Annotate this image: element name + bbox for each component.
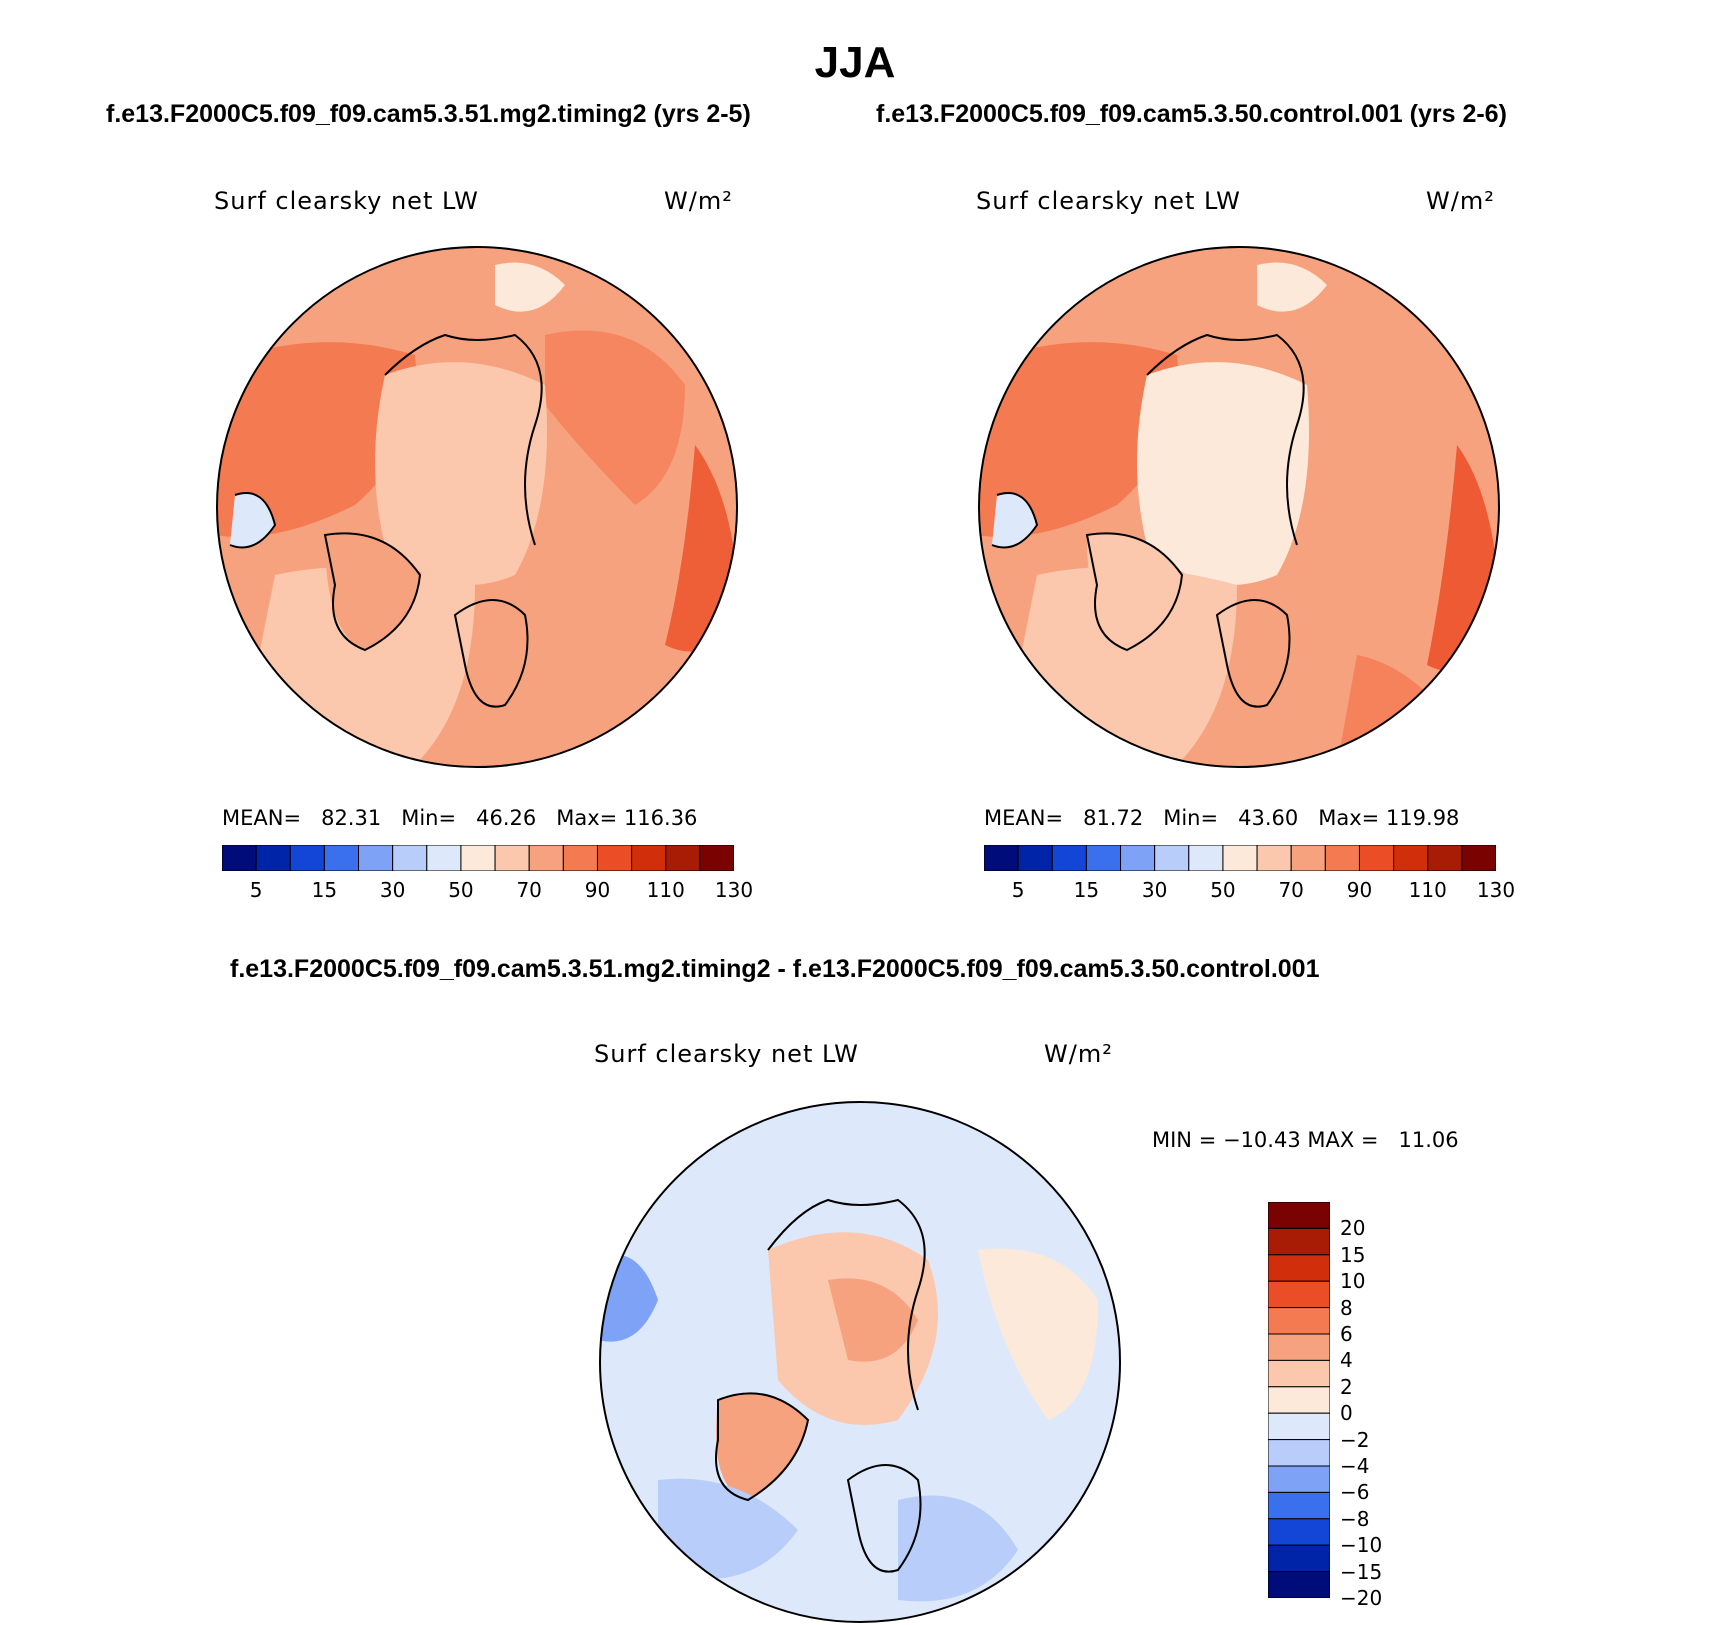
- colorbar-diff-swatch: [1268, 1254, 1330, 1282]
- colorbar-panel-2-swatch: [1358, 845, 1395, 871]
- colorbar-panel-1-tick-label: 130: [714, 878, 754, 902]
- colorbar-panel-2-swatch: [1154, 845, 1190, 871]
- case2-header: f.e13.F2000C5.f09_f09.cam5.3.50.control.…: [876, 100, 1507, 128]
- colorbar-diff-tick-label: −15: [1340, 1559, 1383, 1584]
- colorbar-panel-1-swatch: [222, 845, 257, 871]
- colorbar-diff-tick-label: −10: [1340, 1533, 1383, 1558]
- colorbar-panel-1-tick-label: 90: [584, 878, 611, 902]
- map-panel-1: [216, 246, 738, 768]
- colorbar-diff-swatch: [1268, 1518, 1330, 1546]
- colorbar-diff-swatch: [1268, 1412, 1330, 1441]
- colorbar-panel-2-ticks: 5 15 30 50 70 90 110 130: [984, 878, 1515, 908]
- panel2-variable: Surf clearsky net LW: [976, 187, 1241, 215]
- colorbar-diff-swatch: [1268, 1227, 1330, 1256]
- colorbar-panel-2-tick-label: 110: [1408, 878, 1447, 902]
- colorbar-panel-1-swatch: [392, 845, 428, 871]
- colorbar-diff-tick-label: 4: [1340, 1348, 1353, 1373]
- colorbar-panel-1-swatch: [631, 845, 667, 871]
- colorbar-diff-tick-label: 15: [1340, 1242, 1366, 1267]
- colorbar-diff-swatch: [1268, 1439, 1330, 1467]
- colorbar-panel-2-swatch: [1427, 845, 1463, 871]
- colorbar-panel-1-swatch: [596, 845, 633, 871]
- diff-units: W/m²: [1044, 1040, 1113, 1068]
- colorbar-panel-1-swatch: [562, 845, 598, 871]
- colorbar-panel-1-swatch: [255, 845, 291, 871]
- colorbar-panel-1-swatch: [426, 845, 462, 871]
- colorbar-diff-swatch: [1268, 1544, 1330, 1573]
- colorbar-diff-tick-label: 20: [1340, 1216, 1366, 1241]
- colorbar-panel-2-swatch: [1188, 845, 1224, 871]
- diff-variable: Surf clearsky net LW: [594, 1040, 859, 1068]
- colorbar-panel-1-tick-label: 30: [379, 878, 406, 902]
- colorbar-diff-tick-label: 2: [1340, 1374, 1353, 1399]
- colorbar-panel-2-tick-label: 15: [1073, 878, 1100, 902]
- colorbar-panel-2-swatch: [1120, 845, 1156, 871]
- colorbar-panel-1-tick-label: 5: [249, 878, 263, 902]
- colorbar-panel-2-swatch: [1290, 845, 1326, 871]
- panel1-units: W/m²: [664, 187, 733, 215]
- panel2-units: W/m²: [1426, 187, 1495, 215]
- colorbar-diff-tick-label: 0: [1340, 1401, 1353, 1426]
- colorbar-panel-1-tick-label: 15: [311, 878, 338, 902]
- colorbar-panel-2-swatch: [1256, 845, 1292, 871]
- colorbar-diff-swatch: [1268, 1386, 1330, 1414]
- colorbar-panel-1-swatch: [699, 845, 734, 871]
- colorbar-diff-tick-label: −2: [1340, 1427, 1370, 1452]
- colorbar-diff-tick-label: −4: [1340, 1454, 1370, 1478]
- map-panel-2: [978, 246, 1500, 768]
- colorbar-panel-2-swatch: [984, 845, 1019, 871]
- diff-header: f.e13.F2000C5.f09_f09.cam5.3.51.mg2.timi…: [230, 955, 1320, 983]
- colorbar-diff-tick-label: −8: [1340, 1506, 1370, 1531]
- colorbar-panel-1-swatch: [528, 845, 564, 871]
- colorbar-panel-2-tick-label: 50: [1210, 878, 1236, 902]
- colorbar-diff-swatch: [1268, 1359, 1330, 1388]
- colorbar-panel-2-tick-label: 5: [1011, 878, 1025, 902]
- colorbar-diff-ticks: 20 15 10 8 6 4 2 0 −2 −4 −6 −8 −10 −15 −20: [1340, 1202, 1420, 1610]
- colorbar-diff-swatch: [1268, 1491, 1330, 1520]
- colorbar-diff-swatch: [1268, 1333, 1330, 1361]
- plot-title: JJA: [814, 38, 896, 87]
- colorbar-panel-2-swatch: [1085, 845, 1122, 871]
- colorbar-diff-tick-label: 10: [1340, 1269, 1366, 1294]
- panel2-stats: MEAN= 81.72 Min= 43.60 Max= 119.98: [984, 806, 1460, 830]
- colorbar-panel-1-tick-label: 70: [516, 878, 542, 902]
- colorbar-panel-1-swatch: [289, 845, 325, 871]
- colorbar-diff-swatch: [1268, 1571, 1330, 1598]
- panel1-stats: MEAN= 82.31 Min= 46.26 Max= 116.36: [222, 806, 698, 830]
- map-panel-diff: [599, 1101, 1121, 1623]
- colorbar-panel-2-swatch: [1393, 845, 1429, 871]
- colorbar-panel-2: [984, 845, 1496, 871]
- colorbar-panel-2-swatch: [1017, 845, 1053, 871]
- colorbar-diff-tick-label: 6: [1340, 1322, 1353, 1346]
- colorbar-panel-1-swatch: [358, 845, 394, 871]
- colorbar-panel-1-swatch: [665, 845, 701, 871]
- colorbar-panel-1-tick-label: 50: [448, 878, 474, 902]
- colorbar-panel-1-swatch: [460, 845, 496, 871]
- colorbar-diff-swatch: [1268, 1307, 1330, 1335]
- colorbar-panel-2-swatch: [1222, 845, 1258, 871]
- colorbar-panel-2-tick-label: 90: [1346, 878, 1373, 902]
- colorbar-panel-2-swatch: [1324, 845, 1360, 871]
- diff-stats: MIN = −10.43 MAX = 11.06: [1152, 1128, 1459, 1152]
- colorbar-diff-swatch: [1268, 1465, 1330, 1493]
- case1-header: f.e13.F2000C5.f09_f09.cam5.3.51.mg2.timi…: [106, 100, 751, 128]
- colorbar-panel-2-tick-label: 130: [1476, 878, 1516, 902]
- colorbar-diff-tick-label: 8: [1340, 1295, 1353, 1320]
- colorbar-panel-1-tick-label: 110: [646, 878, 685, 902]
- panel1-variable: Surf clearsky net LW: [214, 187, 479, 215]
- colorbar-panel-2-tick-label: 70: [1278, 878, 1304, 902]
- colorbar-diff: [1268, 1202, 1330, 1598]
- colorbar-panel-2-swatch: [1461, 845, 1496, 871]
- colorbar-panel-2-tick-label: 30: [1141, 878, 1168, 902]
- colorbar-panel-2-swatch: [1051, 845, 1087, 871]
- colorbar-panel-1: [222, 845, 734, 871]
- colorbar-diff-tick-label: −20: [1340, 1586, 1383, 1610]
- colorbar-diff-swatch: [1268, 1280, 1330, 1309]
- colorbar-panel-1-ticks: 5 15 30 50 70 90 110 130: [222, 878, 753, 908]
- colorbar-panel-1-swatch: [323, 845, 360, 871]
- colorbar-diff-tick-label: −6: [1340, 1480, 1370, 1505]
- colorbar-panel-1-swatch: [494, 845, 530, 871]
- colorbar-diff-swatch: [1268, 1202, 1330, 1229]
